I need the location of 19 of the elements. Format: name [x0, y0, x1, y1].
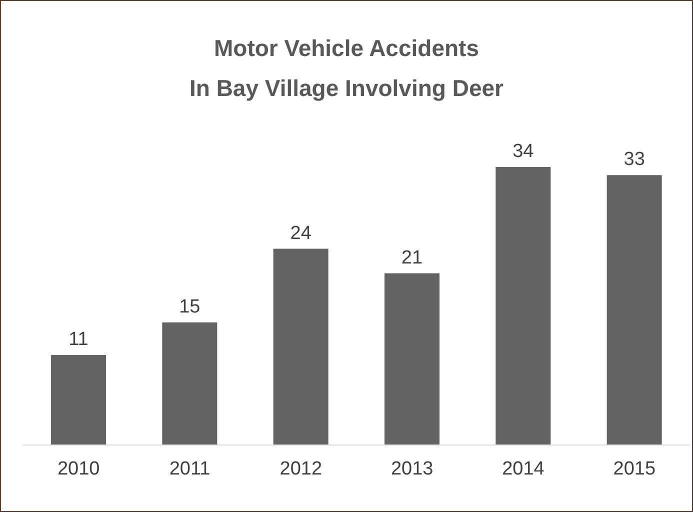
bar: [162, 322, 218, 445]
x-tick-label: 2014: [502, 458, 545, 480]
chart-title: Motor Vehicle Accidents In Bay Village Involving Deer: [188, 34, 504, 103]
x-tick-label: 2011: [169, 458, 210, 480]
bar: [273, 248, 328, 445]
x-tick-label: 2013: [390, 458, 434, 480]
bar: [51, 355, 106, 445]
bar: [384, 273, 440, 445]
x-tick-label: 2012: [280, 458, 322, 480]
bar: [496, 167, 551, 445]
bar: [606, 175, 662, 445]
data-label: 15: [179, 296, 200, 318]
data-label: 33: [624, 149, 645, 170]
data-label: 21: [401, 247, 423, 268]
data-label: 11: [68, 329, 88, 350]
data-label: 24: [290, 222, 312, 244]
x-tick-label: 2015: [613, 458, 656, 480]
x-tick-label: 2010: [57, 458, 100, 480]
data-label: 34: [512, 141, 534, 162]
